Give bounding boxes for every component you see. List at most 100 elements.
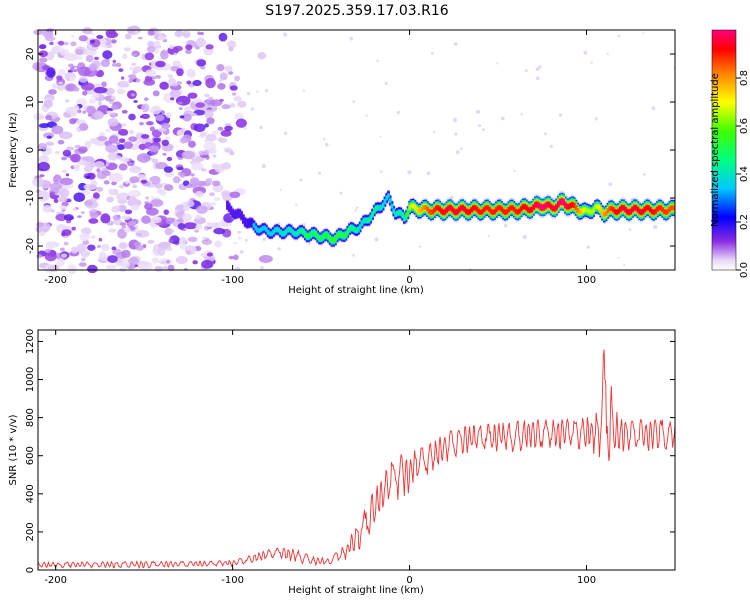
noise-blob xyxy=(179,115,185,119)
noise-blob xyxy=(131,93,136,97)
noise-dot xyxy=(352,254,355,257)
noise-blob xyxy=(37,190,50,202)
ridge-segment xyxy=(284,229,288,235)
ridge-segment xyxy=(480,209,484,215)
noise-dot xyxy=(426,171,431,176)
noise-blob xyxy=(135,78,141,83)
spectrogram-ridge xyxy=(226,189,675,249)
ridge-segment xyxy=(257,228,261,233)
noise-blob xyxy=(48,89,57,95)
ridge-segment xyxy=(372,208,376,213)
noise-dot xyxy=(513,170,516,173)
noise-blob xyxy=(192,184,196,189)
ridge-segment xyxy=(608,206,611,212)
ridge-segment xyxy=(636,207,640,213)
ridge-segment xyxy=(459,205,463,211)
noise-dot xyxy=(590,61,593,64)
noise-blob xyxy=(70,246,78,254)
ridge-segment xyxy=(259,227,263,232)
noise-dot xyxy=(354,209,358,212)
noise-blob xyxy=(176,81,183,85)
noise-blob xyxy=(211,222,219,229)
noise-blob xyxy=(69,75,76,82)
ridge-segment xyxy=(376,205,380,210)
noise-blob xyxy=(161,139,170,147)
ridge-segment xyxy=(369,215,373,221)
noise-blob xyxy=(105,128,111,133)
noise-blob xyxy=(130,204,140,211)
noise-dot xyxy=(295,203,298,206)
noise-blob xyxy=(118,68,124,72)
noise-blob xyxy=(36,180,45,186)
noise-blob xyxy=(89,39,96,44)
ridge-segment xyxy=(374,206,378,211)
ridge-segment xyxy=(330,238,334,243)
noise-blob xyxy=(204,123,209,128)
noise-blob xyxy=(220,129,232,137)
noise-blob xyxy=(169,89,182,98)
noise-blob xyxy=(116,144,126,150)
noise-blob xyxy=(124,33,132,40)
noise-blob xyxy=(173,45,183,52)
noise-blob xyxy=(147,239,155,245)
noise-blob xyxy=(198,150,205,156)
ridge-segment xyxy=(438,206,442,212)
noise-blob xyxy=(163,184,174,191)
noise-blob xyxy=(111,181,117,186)
noise-blob xyxy=(135,229,150,238)
noise-blob xyxy=(39,174,45,177)
noise-blob xyxy=(229,85,238,91)
noise-blob xyxy=(205,78,216,89)
noise-blob xyxy=(78,262,87,267)
noise-blob xyxy=(210,202,217,206)
noise-dot xyxy=(549,145,553,149)
noise-blob xyxy=(167,74,174,79)
ridge-segment xyxy=(576,208,580,213)
noise-dot xyxy=(349,36,354,41)
noise-blob xyxy=(121,215,131,220)
spectrogram-x-axis-label: Height of straight line (km) xyxy=(288,285,424,296)
ridge-segment xyxy=(643,206,647,212)
noise-blob xyxy=(48,264,60,272)
ridge-segment xyxy=(526,207,530,213)
ridge-segment xyxy=(664,209,668,215)
noise-blob xyxy=(116,88,126,95)
noise-dot xyxy=(481,128,485,132)
noise-blob xyxy=(170,97,175,101)
noise-dot xyxy=(279,188,282,191)
ridge-segment xyxy=(365,218,369,223)
noise-blob xyxy=(155,162,168,170)
noise-blob xyxy=(157,246,166,257)
ridge-segment xyxy=(358,224,362,229)
noise-blob xyxy=(195,102,205,108)
noise-blob xyxy=(192,113,197,117)
noise-blob xyxy=(36,253,43,259)
noise-blob xyxy=(70,41,77,47)
ridge-segment xyxy=(622,205,626,211)
noise-blob xyxy=(232,254,239,261)
ridge-segment xyxy=(286,227,289,233)
noise-blob xyxy=(89,161,96,168)
noise-dot xyxy=(594,117,598,121)
noise-blob xyxy=(59,188,70,198)
noise-blob xyxy=(79,233,90,242)
noise-blob xyxy=(235,118,247,128)
noise-blob xyxy=(135,244,144,251)
ridge-segment xyxy=(670,205,673,211)
noise-dot xyxy=(418,245,422,248)
noise-blob xyxy=(173,52,178,56)
noise-blob xyxy=(45,240,57,250)
noise-blob xyxy=(57,139,65,145)
ridge-segment xyxy=(344,232,348,237)
ridge-segment xyxy=(270,231,273,236)
noise-dot xyxy=(380,170,383,173)
ridge-segment xyxy=(431,209,434,215)
noise-blob xyxy=(103,180,110,185)
noise-dot xyxy=(255,90,259,93)
noise-blob xyxy=(172,60,181,67)
noise-blob xyxy=(51,83,58,89)
noise-blob xyxy=(120,76,125,80)
noise-blob xyxy=(87,244,96,251)
noise-blob xyxy=(139,121,144,126)
ridge-segment xyxy=(443,209,447,215)
